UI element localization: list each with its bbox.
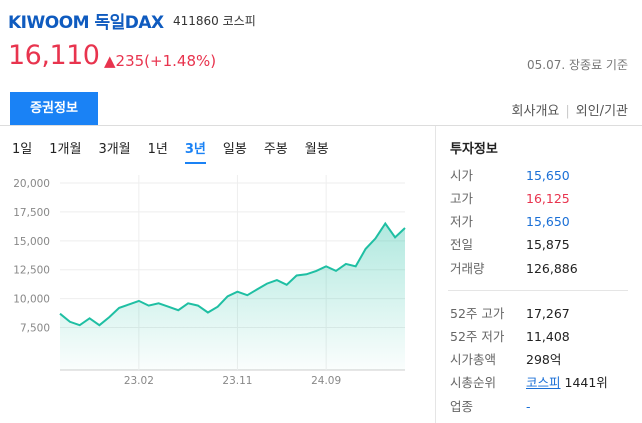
info-row: 고가 16,125 [450, 188, 570, 207]
divider [435, 126, 436, 423]
change: ▲235(+1.48%) [104, 52, 217, 70]
info-row: 시가총액 298억 [450, 349, 561, 368]
value: 15,650 [526, 168, 570, 183]
tab-link[interactable]: 외인/기관 [575, 104, 628, 119]
info-row: 시가 15,650 [450, 165, 570, 184]
y-tick-label: 15,000 [13, 236, 50, 248]
divider [448, 290, 628, 291]
fund-code: 411860 코스피 [173, 12, 256, 29]
label: 전일 [450, 237, 474, 252]
info-title: 투자정보 [450, 142, 498, 157]
label: 52주 저가 [450, 329, 505, 344]
period-tab[interactable]: 3년 [184, 138, 206, 164]
fund-name: KIWOOM 독일DAX [8, 13, 164, 33]
y-tick-label: 12,500 [13, 265, 50, 277]
period-tab[interactable]: 1일 [12, 142, 33, 157]
period-tab[interactable]: 3개월 [98, 142, 131, 157]
link[interactable]: 코스피 [526, 375, 561, 390]
label: 시가 [450, 168, 474, 183]
info-row: 저가 15,650 [450, 211, 570, 230]
info-row: 52주 저가 11,408 [450, 326, 570, 345]
market: 코스피 [222, 14, 256, 28]
label: 시총순위 [450, 375, 497, 390]
period-tabs: 1일 1개월 3개월 1년 3년 일봉 주봉 월봉 [12, 138, 346, 164]
value: 17,267 [526, 306, 570, 321]
area [60, 223, 405, 370]
value: 11,408 [526, 329, 570, 344]
value: 298억 [526, 352, 562, 367]
line [59, 221, 406, 327]
x-tick-label: 23.11 [222, 375, 252, 387]
as-of: 05.07. 장종료 기준 [527, 58, 628, 72]
value: 15,650 [526, 214, 570, 229]
value: 15,875 [526, 237, 570, 252]
tab-link[interactable]: 회사개요 [511, 104, 560, 119]
period-tab[interactable]: 1년 [147, 142, 168, 157]
divider [0, 125, 642, 126]
x-tick-label: 24.09 [311, 375, 341, 387]
y-tick-label: 10,000 [13, 294, 50, 306]
y-tick-label: 7,500 [20, 323, 50, 335]
y-tick-label: 17,500 [13, 207, 50, 219]
price: 16,110 [8, 40, 100, 71]
period-tab[interactable]: 일봉 [222, 142, 247, 157]
label: 시가총액 [450, 352, 497, 367]
label: 저가 [450, 214, 474, 229]
period-tab[interactable]: 월봉 [304, 142, 329, 157]
active-tab[interactable]: 증권정보 [10, 92, 98, 125]
period-tab[interactable]: 주봉 [263, 142, 288, 157]
y-tick-label: 20,000 [13, 178, 50, 190]
value: 1441위 [564, 375, 608, 390]
code: 411860 [173, 14, 219, 28]
label: 고가 [450, 191, 474, 206]
x-tick-label: 23.02 [124, 375, 154, 387]
info-row: 전일 15,875 [450, 234, 570, 253]
info-row: 업종 - [450, 396, 531, 415]
value: 126,886 [526, 261, 578, 276]
info-row: 거래량 126,886 [450, 258, 578, 277]
value: 16,125 [526, 191, 570, 206]
label: 52주 고가 [450, 306, 505, 321]
chart: 7,500 10,000 12,500 15,000 17,500 20,000 23.02… [13, 175, 406, 387]
value: - [526, 399, 531, 414]
tab-links: 회사개요 | 외인/기관 [511, 104, 628, 119]
period-tab[interactable]: 1개월 [49, 142, 82, 157]
label: 거래량 [450, 261, 485, 276]
info-row: 시총순위 코스피 1441위 [450, 372, 608, 391]
label: 업종 [450, 399, 474, 414]
info-row: 52주 고가 17,267 [450, 303, 570, 322]
